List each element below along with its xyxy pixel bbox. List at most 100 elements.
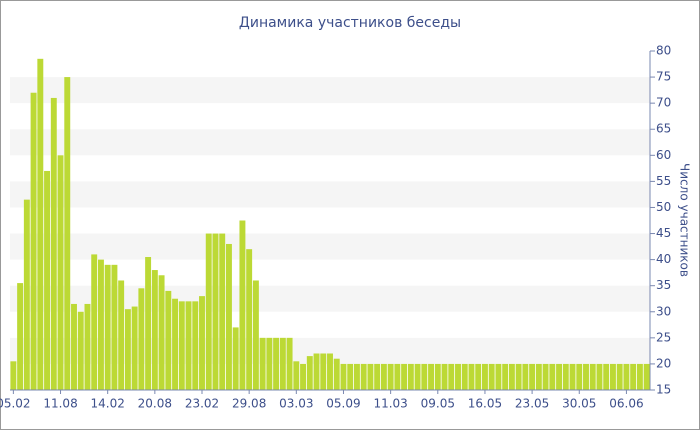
bar — [340, 363, 347, 390]
bar — [333, 358, 340, 390]
chart-title: Динамика участников беседы — [239, 15, 461, 31]
bar — [556, 363, 563, 390]
bar — [246, 249, 253, 390]
bar — [569, 363, 576, 390]
bar — [185, 301, 192, 390]
bar — [542, 363, 549, 390]
x-tick-label: 06.06 — [609, 397, 643, 411]
bar — [71, 303, 77, 390]
bar — [273, 337, 280, 390]
y-tick-label: 50 — [656, 200, 671, 214]
bar — [23, 199, 30, 390]
bar — [603, 363, 610, 390]
bar — [495, 363, 502, 390]
bar — [522, 363, 529, 390]
bar — [583, 363, 589, 390]
bar — [44, 170, 51, 390]
bar — [589, 363, 596, 390]
bar — [461, 363, 468, 390]
bar — [212, 233, 219, 390]
bar — [407, 363, 414, 390]
grid-band — [10, 233, 650, 260]
bar — [165, 290, 172, 390]
x-tick-label: 11.03 — [373, 397, 407, 411]
bar — [549, 363, 556, 390]
bar — [111, 264, 118, 390]
bar — [192, 301, 199, 390]
y-axis-label: Число участников — [678, 163, 692, 277]
bar — [636, 363, 643, 390]
bar — [91, 254, 98, 390]
x-tick-label: 20.08 — [138, 397, 172, 411]
bar — [468, 363, 475, 390]
bar — [30, 92, 37, 390]
x-tick-label: 29.08 — [232, 397, 266, 411]
y-tick-label: 60 — [656, 148, 671, 162]
y-tick-label: 75 — [656, 70, 671, 84]
bar — [448, 363, 455, 390]
bar — [131, 306, 138, 390]
bar — [441, 363, 448, 390]
bar — [616, 363, 623, 390]
y-tick-label: 20 — [656, 356, 671, 370]
bar — [293, 361, 300, 390]
bar — [529, 363, 536, 390]
x-tick-label: 05.02 — [0, 397, 31, 411]
bar — [50, 97, 57, 390]
bar — [313, 353, 320, 390]
y-tick-label: 40 — [656, 252, 671, 266]
bar — [225, 243, 232, 390]
y-tick-label: 30 — [656, 304, 671, 318]
bar — [387, 363, 394, 390]
bar — [347, 363, 354, 390]
bar — [259, 337, 266, 390]
bar — [535, 363, 542, 390]
bar — [239, 220, 246, 390]
bar — [97, 259, 104, 390]
bar — [562, 363, 569, 390]
bar — [630, 363, 637, 390]
bar — [623, 363, 630, 390]
bar — [172, 298, 179, 390]
bar — [158, 275, 165, 390]
x-tick-label: 09.05 — [421, 397, 455, 411]
bar — [414, 363, 421, 390]
bar — [353, 363, 360, 390]
grid-band — [10, 77, 650, 104]
bar — [481, 363, 488, 390]
bar — [145, 257, 152, 390]
bar — [37, 58, 44, 390]
bar — [199, 296, 205, 390]
bar — [279, 337, 286, 390]
y-tick-label: 25 — [656, 330, 671, 344]
bar — [17, 283, 24, 390]
bar — [178, 301, 185, 390]
bar — [394, 363, 401, 390]
bar — [320, 353, 327, 390]
y-tick-label: 35 — [656, 278, 671, 292]
bar — [300, 363, 307, 390]
x-tick-label: 30.05 — [562, 397, 596, 411]
x-tick-label: 16.05 — [468, 397, 502, 411]
bar — [104, 264, 111, 390]
bar — [151, 270, 158, 390]
x-tick-label: 11.08 — [43, 397, 77, 411]
bar — [118, 280, 125, 390]
bar — [428, 363, 435, 390]
bar — [374, 363, 381, 390]
bar — [360, 363, 367, 390]
bar — [508, 363, 515, 390]
bar — [401, 363, 408, 390]
bar — [252, 280, 259, 390]
bar — [434, 363, 441, 390]
bar — [380, 363, 387, 390]
bar — [10, 361, 17, 390]
bar — [219, 233, 226, 390]
bar — [124, 309, 131, 390]
y-tick-label: 70 — [656, 96, 671, 110]
y-tick-label: 45 — [656, 226, 671, 240]
bar — [576, 363, 583, 390]
bar — [64, 77, 71, 391]
grid-band — [10, 181, 650, 208]
